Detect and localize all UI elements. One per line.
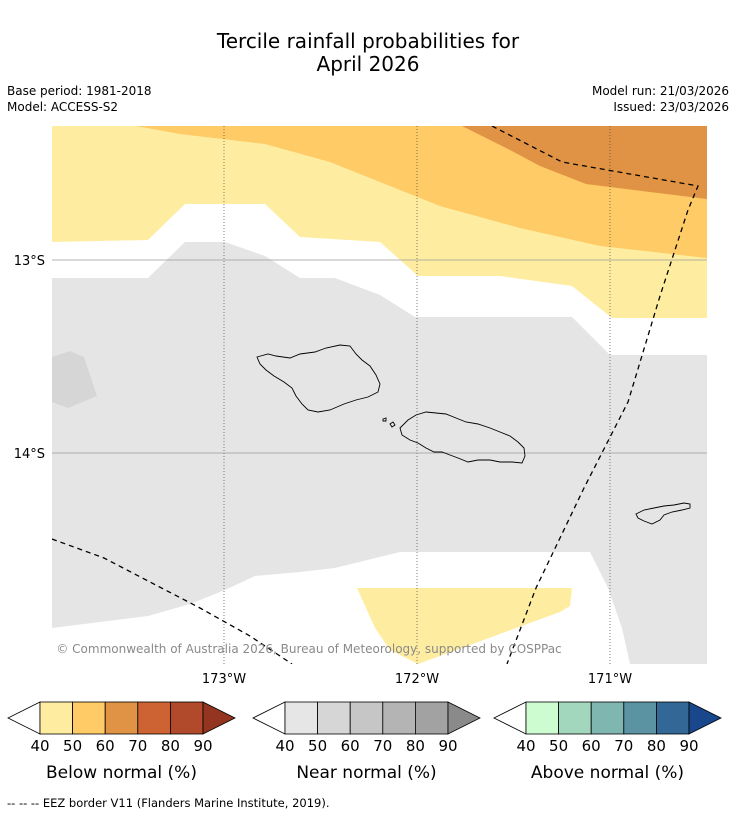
legend-near-cell-70 xyxy=(382,701,416,735)
legend-above-tick: 70 xyxy=(614,737,633,755)
apolima-islet xyxy=(389,421,396,428)
eez-border-southwest xyxy=(52,538,293,664)
legend-above-tick: 80 xyxy=(647,737,666,755)
title-line-2: April 2026 xyxy=(316,52,420,76)
legend-near-cell-60 xyxy=(349,701,384,735)
legend-near-cell-80 xyxy=(414,701,449,735)
lon-label-171w: 171°W xyxy=(588,672,632,687)
base-period: Base period: 1981-2018 xyxy=(7,84,152,98)
below-normal-60-region xyxy=(462,126,707,199)
tutuila-island xyxy=(635,502,691,525)
legend-near-tick: 50 xyxy=(308,737,327,755)
legend-near-title: Near normal (%) xyxy=(296,763,436,783)
near-normal-patch xyxy=(52,351,97,408)
manono-islet xyxy=(382,417,387,422)
legend-near-tick: 40 xyxy=(275,737,294,755)
meta-left: Base period: 1981-2018 Model: ACCESS-S2 xyxy=(7,83,152,115)
coastlines xyxy=(256,344,691,525)
eez-border xyxy=(52,126,699,664)
lat-label-13s: 13°S xyxy=(14,254,45,269)
legend-above-cell-60 xyxy=(590,701,625,735)
legend-near-tick: 60 xyxy=(341,737,360,755)
legend-below-tick: 90 xyxy=(193,737,212,755)
legend-above-title: Above normal (%) xyxy=(531,763,684,783)
title-line-1: Tercile rainfall probabilities for xyxy=(216,29,520,53)
legend-above-cell-80 xyxy=(656,701,690,735)
legend-above-tick: 40 xyxy=(516,737,535,755)
legend-near-tick: 70 xyxy=(373,737,392,755)
legend-below-tick: 80 xyxy=(161,737,180,755)
legend-below-title: Below normal (%) xyxy=(46,763,197,783)
legend-above-low-arrow xyxy=(493,701,527,735)
legend-above-cell-40 xyxy=(525,701,559,735)
legend-above: 40 50 60 70 80 90 Above normal (%) xyxy=(493,701,722,783)
legend-above-cell-70 xyxy=(623,701,657,735)
legend-below-tick: 40 xyxy=(30,737,49,755)
meta-right: Model run: 21/03/2026 Issued: 23/03/2026 xyxy=(592,83,729,115)
parallel-lines xyxy=(52,259,707,454)
legend-near-high-arrow xyxy=(447,701,481,735)
legend-above-tick: 60 xyxy=(582,737,601,755)
legend-above-cell-50 xyxy=(558,701,592,735)
model-run: Model run: 21/03/2026 xyxy=(591,84,729,98)
legend-near-tick: 90 xyxy=(438,737,457,755)
legend-near-low-arrow xyxy=(252,701,286,735)
legend-above-high-arrow xyxy=(688,701,722,735)
lon-label-173w: 173°W xyxy=(202,672,246,687)
legend-below-tick: 50 xyxy=(63,737,82,755)
model-name: Model: ACCESS-S2 xyxy=(7,100,119,114)
lat-label-14s: 14°S xyxy=(14,447,45,462)
legend-above-tick: 90 xyxy=(679,737,698,755)
legend-above-tick: 50 xyxy=(549,737,568,755)
legend-below-cell-70 xyxy=(137,701,171,735)
legend-below-tick: 70 xyxy=(128,737,147,755)
legend-near-cell-40 xyxy=(284,701,318,735)
legend-below-cell-50 xyxy=(72,701,106,735)
legend-below-low-arrow xyxy=(7,701,41,735)
legend-near-tick: 80 xyxy=(406,737,425,755)
legend-near-cell-50 xyxy=(317,701,351,735)
legend-below-cell-80 xyxy=(169,701,204,735)
lon-label-172w: 172°W xyxy=(395,672,439,687)
legend-below-tick: 60 xyxy=(96,737,115,755)
upolu-island xyxy=(399,411,526,464)
legends: 40 50 60 70 80 90 Below normal (%) 40 50 60 70 80 90… xyxy=(7,701,722,783)
legend-below: 40 50 60 70 80 90 Below normal (%) xyxy=(7,701,236,783)
below-normal-south-region xyxy=(357,588,572,664)
copyright-text: © Commonwealth of Australia 2026, Bureau… xyxy=(56,642,561,656)
savaii-island xyxy=(256,344,381,413)
issued-date: Issued: 23/03/2026 xyxy=(613,100,729,114)
legend-below-cell-60 xyxy=(104,701,139,735)
eez-border-east xyxy=(491,126,699,664)
map-area: © Commonwealth of Australia 2026, Bureau… xyxy=(52,126,707,664)
legend-below-cell-40 xyxy=(39,701,73,735)
axis-labels: 13°S 14°S 173°W 172°W 171°W xyxy=(14,254,633,687)
chart-title: Tercile rainfall probabilities for April… xyxy=(0,30,736,76)
legend-below-high-arrow xyxy=(202,701,236,735)
eez-footnote: -- -- -- EEZ border V11 (Flanders Marine… xyxy=(7,796,330,810)
